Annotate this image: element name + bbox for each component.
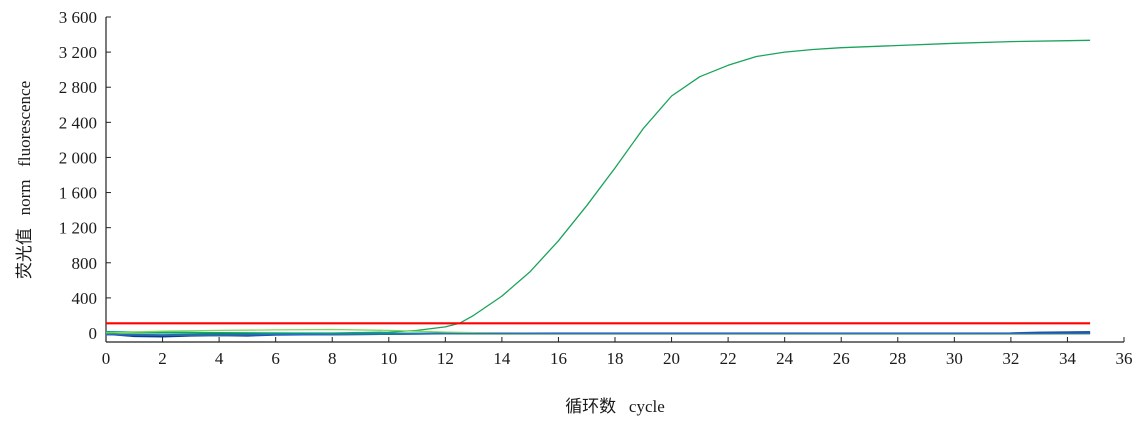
x-tick-label: 30 xyxy=(946,349,963,368)
x-tick-label: 6 xyxy=(271,349,280,368)
x-tick-label: 20 xyxy=(663,349,680,368)
x-tick-label: 22 xyxy=(720,349,737,368)
y-tick-label: 3 200 xyxy=(59,43,97,62)
y-tick-label: 2 400 xyxy=(59,113,97,132)
y-tick-label: 2 800 xyxy=(59,78,97,97)
x-tick-label: 4 xyxy=(215,349,224,368)
x-tick-label: 18 xyxy=(607,349,624,368)
x-tick-label: 12 xyxy=(437,349,454,368)
x-tick-label: 10 xyxy=(380,349,397,368)
series-group xyxy=(106,40,1090,336)
x-tick-label: 8 xyxy=(328,349,337,368)
x-tick-label: 24 xyxy=(776,349,794,368)
y-tick-label: 2 000 xyxy=(59,148,97,167)
x-tick-label: 2 xyxy=(158,349,167,368)
x-tick-label: 36 xyxy=(1116,349,1133,368)
x-tick-label: 14 xyxy=(493,349,511,368)
y-tick-label: 800 xyxy=(72,254,98,273)
y-tick-label: 1 200 xyxy=(59,219,97,238)
x-tick-label: 16 xyxy=(550,349,567,368)
x-tick-label: 26 xyxy=(833,349,850,368)
axes: 0 400 800 1 200 1 600 2 000 2 400 2 800 3 200 3 6… xyxy=(59,8,1133,368)
x-tick-label: 28 xyxy=(889,349,906,368)
y-tick-label: 3 600 xyxy=(59,8,97,27)
series-line-1 xyxy=(106,40,1090,333)
x-tick-label: 32 xyxy=(1002,349,1019,368)
x-axis-title: 循环数 cycle xyxy=(565,397,665,416)
y-tick-label: 400 xyxy=(72,289,98,308)
y-tick-label: 0 xyxy=(89,324,98,343)
y-tick-label: 1 600 xyxy=(59,184,97,203)
x-tick-label: 34 xyxy=(1059,349,1077,368)
y-axis-title: 荧光值 norm fluorescence xyxy=(15,81,34,279)
x-tick-label: 0 xyxy=(102,349,111,368)
